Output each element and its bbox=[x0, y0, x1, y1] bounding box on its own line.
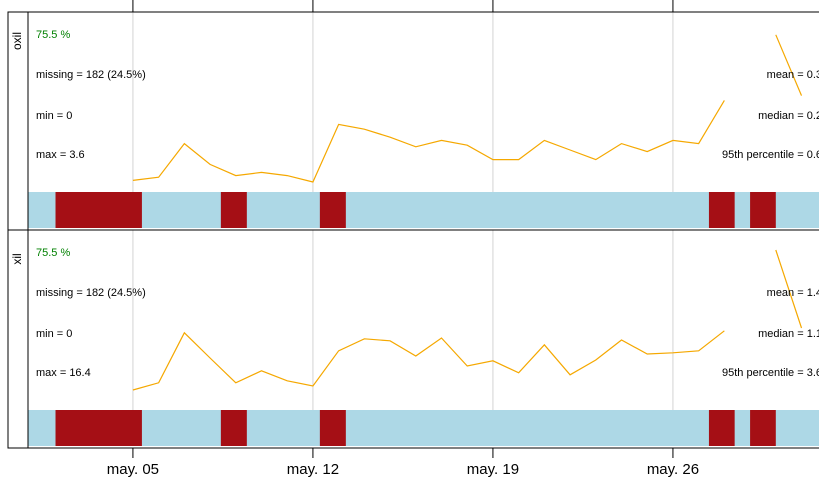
stat-min: min = 0 bbox=[36, 328, 72, 340]
strip-label: xil bbox=[10, 253, 24, 264]
strip-label: oxil bbox=[10, 32, 24, 50]
data-line bbox=[775, 34, 803, 96]
stat-mean: mean = 1.4 bbox=[767, 287, 819, 299]
data-line bbox=[775, 249, 803, 329]
x-tick-label: may. 26 bbox=[647, 461, 699, 478]
missing-block bbox=[750, 192, 776, 228]
x-tick-label: may. 19 bbox=[467, 461, 519, 478]
stat-missing: missing = 182 (24.5%) bbox=[36, 287, 146, 299]
stat-mean: mean = 0.3 bbox=[767, 69, 819, 81]
missing-block bbox=[708, 192, 735, 228]
capture-rate: 75.5 % bbox=[36, 29, 70, 41]
stat-median: median = 0.2 bbox=[758, 110, 819, 122]
missing-block bbox=[220, 410, 247, 446]
missing-block bbox=[55, 410, 142, 446]
data-line bbox=[132, 330, 725, 391]
missing-block bbox=[708, 410, 735, 446]
stat-p95: 95th percentile = 0.6 bbox=[722, 149, 819, 161]
missing-block bbox=[750, 410, 776, 446]
stat-min: min = 0 bbox=[36, 110, 72, 122]
stat-p95: 95th percentile = 3.6 bbox=[722, 367, 819, 379]
missing-block bbox=[55, 192, 142, 228]
panel-border bbox=[27, 229, 819, 449]
data-line bbox=[132, 100, 725, 183]
x-tick-label: may. 05 bbox=[107, 461, 159, 478]
availability-bar bbox=[28, 410, 819, 446]
missing-block bbox=[319, 192, 346, 228]
stat-median: median = 1.1 bbox=[758, 328, 819, 340]
stat-max: max = 16.4 bbox=[36, 367, 91, 379]
capture-rate: 75.5 % bbox=[36, 247, 70, 259]
missing-block bbox=[220, 192, 247, 228]
x-tick-label: may. 12 bbox=[287, 461, 339, 478]
missing-block bbox=[319, 410, 346, 446]
stat-max: max = 3.6 bbox=[36, 149, 85, 161]
stat-missing: missing = 182 (24.5%) bbox=[36, 69, 146, 81]
availability-bar bbox=[28, 192, 819, 228]
